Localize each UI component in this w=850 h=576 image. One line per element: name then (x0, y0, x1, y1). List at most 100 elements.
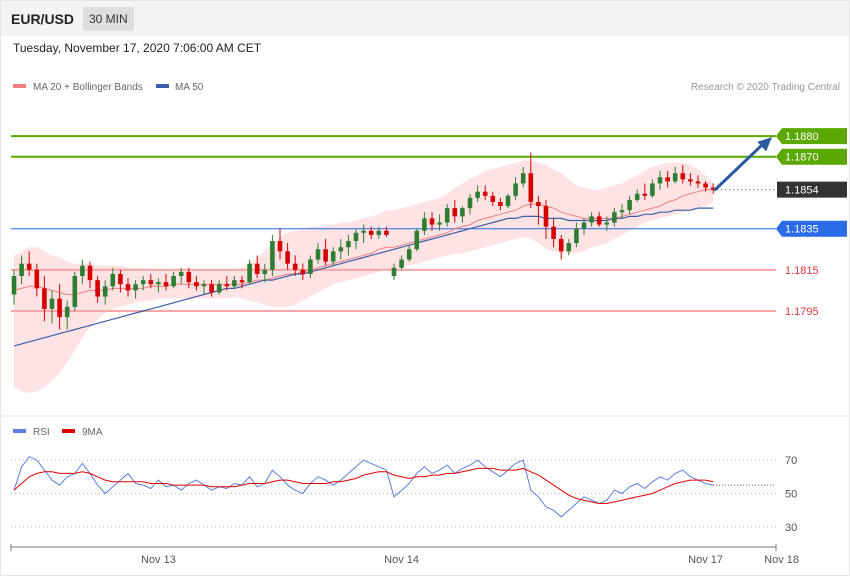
candle-body (11, 276, 17, 295)
candle-body (95, 280, 100, 297)
candle-body (551, 226, 556, 239)
candle (19, 255, 24, 285)
rsi-line (13, 456, 714, 518)
candle-body (634, 193, 640, 200)
candle-body (581, 222, 587, 229)
candle-body (346, 241, 351, 248)
candle (11, 269, 17, 305)
candle (581, 218, 587, 235)
candle-body (148, 280, 154, 285)
candle (406, 245, 412, 262)
rsi-tick-label: 70 (785, 455, 797, 467)
candle (346, 234, 351, 256)
candle-body (277, 241, 283, 252)
price-level-labels: 1.1880 1.1870 1.1854 1.1835 1.1815 1.1795 (776, 128, 847, 318)
candle-body (710, 187, 716, 190)
rsi-tick-label: 30 (785, 522, 797, 534)
candle (247, 259, 252, 285)
candle (467, 193, 473, 215)
candle (133, 280, 138, 299)
resistance-tag-bg (776, 128, 847, 145)
ma50-line (13, 207, 714, 347)
candle (110, 267, 116, 291)
candle-body (566, 243, 572, 252)
candle (368, 226, 374, 239)
candle-body (490, 195, 496, 202)
candle (422, 212, 427, 235)
header-bar: EUR/USD 30 MIN (1, 1, 849, 36)
candle (87, 261, 93, 289)
candle-body (536, 201, 541, 207)
arrow-shaft (713, 141, 766, 192)
candle (26, 251, 32, 277)
resistance-label: 1.1880 (785, 131, 819, 143)
candle (95, 276, 100, 303)
candle (323, 238, 328, 266)
candle-body (270, 241, 275, 270)
candle-body (482, 191, 488, 196)
candle (596, 212, 602, 227)
candle (657, 171, 663, 190)
candle-body (543, 206, 549, 227)
candle-body (444, 208, 450, 223)
candle-body (315, 249, 321, 260)
pivot-tag: 1.1835 (776, 220, 847, 237)
candle (201, 280, 207, 295)
candle-body (308, 259, 313, 274)
candlesticks (11, 152, 716, 330)
candle (376, 226, 382, 239)
pivot-label: 1.1835 (785, 224, 819, 236)
candle-body (80, 265, 85, 277)
candle-body (574, 228, 579, 244)
legend-swatch-rsi (13, 429, 26, 433)
candle (118, 269, 123, 293)
candle-body (42, 288, 47, 309)
candle-body (224, 284, 230, 287)
candle-body (650, 183, 655, 196)
candle (102, 280, 108, 305)
moving-averages (13, 189, 714, 347)
candle (619, 204, 625, 219)
current-price-tag: 1.1854 (777, 181, 847, 198)
candle-body (102, 286, 108, 297)
legend-swatch-ma20 (13, 84, 26, 88)
legend-swatch-9ma (62, 429, 75, 433)
candle-body (254, 263, 260, 274)
candle (710, 183, 716, 194)
candle (216, 280, 222, 295)
candle-body (422, 218, 427, 231)
arrow-head (757, 137, 772, 152)
timeframe-badge[interactable]: 30 MIN (83, 7, 134, 31)
candle-body (475, 191, 480, 198)
candle-body (589, 216, 594, 223)
candle-body (64, 306, 70, 318)
candle-body (323, 249, 328, 262)
candle (444, 204, 450, 227)
candle-body (399, 259, 404, 268)
candle (498, 197, 503, 211)
candle-body (72, 276, 78, 307)
candle-body (627, 199, 632, 211)
candle-body (156, 282, 161, 285)
candle (429, 212, 435, 231)
candle (543, 199, 549, 239)
candle (64, 300, 70, 330)
candle (391, 263, 397, 281)
candle-body (657, 177, 663, 184)
resistance-tag: 1.1870 (776, 148, 847, 165)
rsi-legend: RSI 9MA (13, 427, 103, 438)
candle (558, 234, 564, 260)
candle-body (178, 271, 184, 277)
candle (194, 276, 199, 291)
candle-body (528, 173, 534, 202)
resistance-tag: 1.1880 (776, 128, 847, 145)
candle-body (300, 269, 306, 274)
candle (338, 238, 344, 260)
candle-body (619, 210, 625, 213)
candle-body (505, 195, 511, 207)
candle-body (19, 263, 24, 277)
candle (634, 189, 640, 202)
candle-body (437, 222, 442, 225)
candle-body (49, 298, 55, 309)
candle (80, 259, 85, 285)
